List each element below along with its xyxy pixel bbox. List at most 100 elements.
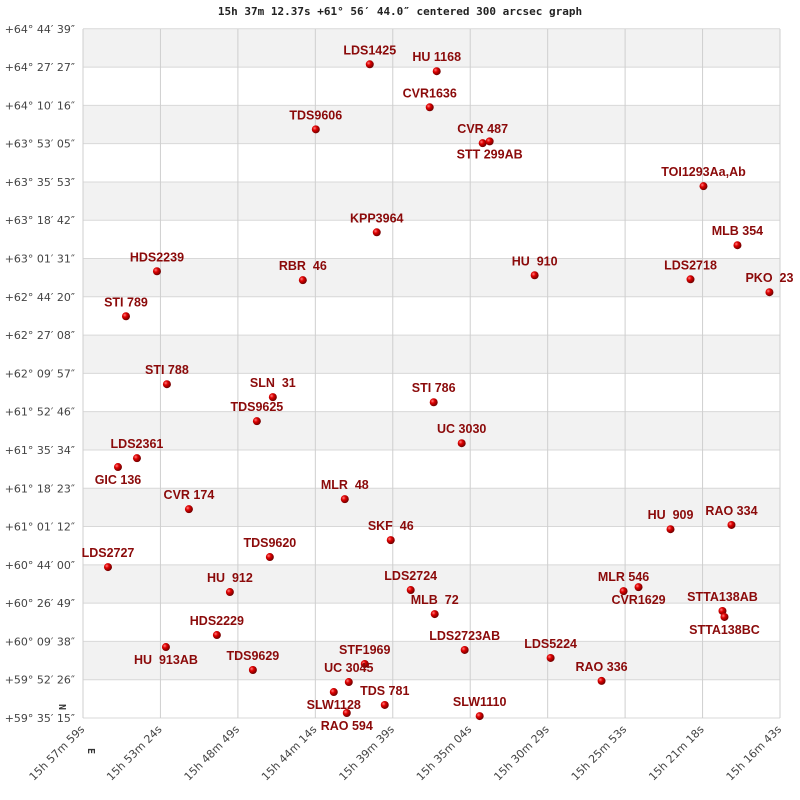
star-label: LDS2724 (384, 569, 437, 583)
star-point (460, 645, 469, 654)
star-label: HU 913AB (134, 653, 198, 667)
star-point (268, 393, 277, 402)
star-point (265, 553, 274, 562)
star-label: CVR 487 (457, 122, 508, 136)
x-tick-label: 15h 53m 24s (104, 723, 165, 784)
y-tick-label: +59° 35′ 15″ (5, 712, 75, 725)
star-point (152, 267, 161, 276)
star-label: HU 912 (207, 571, 253, 585)
y-tick-label: +60° 09′ 38″ (5, 635, 75, 648)
y-tick-label: +64° 27′ 27″ (5, 61, 75, 74)
star-label: SLW1110 (453, 695, 507, 709)
y-tick-label: +61° 01′ 12″ (5, 521, 75, 534)
y-tick-label: +62° 09′ 57″ (5, 367, 75, 380)
star-point (121, 312, 130, 321)
star-point (475, 712, 484, 721)
y-tick-label: +63° 01′ 31″ (5, 253, 75, 266)
y-tick-label: +63° 18′ 42″ (5, 214, 75, 227)
star-point (329, 688, 338, 697)
y-tick-label: +64° 44′ 39″ (5, 23, 75, 36)
star-point (478, 139, 487, 148)
grid-band (83, 105, 780, 144)
grid-band (83, 641, 780, 680)
star-point (619, 587, 628, 596)
star-point (686, 275, 695, 284)
star-point (248, 665, 257, 674)
y-tick-label: +60° 44′ 00″ (5, 559, 75, 572)
x-tick-label: 15h 44m 14s (259, 723, 320, 784)
star-label: HU 1168 (412, 50, 461, 64)
star-label: HDS2229 (190, 614, 244, 628)
x-tick-label: 15h 30m 29s (491, 723, 552, 784)
star-label: MLB 72 (411, 593, 459, 607)
star-point (432, 67, 441, 76)
y-tick-label: +61° 52′ 46″ (5, 406, 75, 419)
star-point (530, 271, 539, 280)
star-point (765, 288, 774, 297)
star-point (311, 125, 320, 134)
star-label: STF1969 (339, 643, 390, 657)
star-point (162, 380, 171, 389)
star-label: UC 3045 (324, 661, 373, 675)
star-label: KPP3964 (350, 211, 404, 225)
star-point (699, 182, 708, 191)
star-point (252, 417, 261, 426)
star-label: PKO 23 (745, 271, 793, 285)
y-tick-label: +61° 18′ 23″ (5, 482, 75, 495)
star-point (457, 439, 466, 448)
star-point (372, 228, 381, 237)
star-label: TDS9625 (230, 400, 283, 414)
star-point (634, 583, 643, 592)
grid-band (83, 335, 780, 374)
star-label: RAO 334 (705, 504, 757, 518)
star-label: RBR 46 (279, 259, 327, 273)
star-label: TDS9620 (243, 536, 296, 550)
star-label: MLR 546 (598, 570, 649, 584)
star-label: CVR1629 (611, 593, 665, 607)
star-point (298, 276, 307, 285)
star-label: STTA138AB (687, 590, 758, 604)
north-indicator: N (56, 704, 67, 710)
star-label: TOI1293Aa,Ab (661, 165, 746, 179)
star-label: TDS 781 (360, 684, 409, 698)
star-point (720, 612, 729, 621)
y-tick-label: +63° 35′ 53″ (5, 176, 75, 189)
y-tick-label: +62° 27′ 08″ (5, 329, 75, 342)
grid-band (83, 258, 780, 297)
grid-band (83, 488, 780, 527)
star-label: CVR1636 (403, 86, 457, 100)
star-label: HU 910 (512, 254, 558, 268)
x-tick-label: 15h 21m 18s (646, 723, 707, 784)
y-tick-label: +59° 52′ 26″ (5, 674, 75, 687)
star-point (380, 700, 389, 709)
x-tick-label: 15h 57m 59s (27, 723, 88, 784)
star-point (161, 643, 170, 652)
star-label: LDS2723AB (429, 629, 500, 643)
star-label: GIC 136 (95, 473, 142, 487)
star-label: STI 788 (145, 363, 189, 377)
y-tick-label: +61° 35′ 34″ (5, 444, 75, 457)
x-tick-label: 15h 35m 04s (414, 723, 475, 784)
star-point (103, 563, 112, 572)
star-point (360, 659, 369, 668)
east-indicator: E (85, 748, 96, 754)
y-tick-label: +63° 53′ 05″ (5, 138, 75, 151)
star-label: SKF 46 (368, 519, 414, 533)
grid-band (83, 564, 780, 604)
star-label: LDS2727 (82, 546, 135, 560)
star-point (430, 610, 439, 619)
star-point (212, 631, 221, 640)
star-label: SLN 31 (250, 376, 296, 390)
star-point (342, 708, 351, 717)
star-point (344, 678, 353, 687)
star-point (429, 398, 438, 407)
star-point (113, 463, 122, 472)
star-point (425, 103, 434, 112)
star-point (597, 676, 606, 685)
star-point (340, 495, 349, 504)
grid-band (83, 181, 780, 221)
star-label: HU 909 (648, 508, 694, 522)
star-point (733, 241, 742, 250)
star-label: SLW1128 (307, 698, 361, 712)
